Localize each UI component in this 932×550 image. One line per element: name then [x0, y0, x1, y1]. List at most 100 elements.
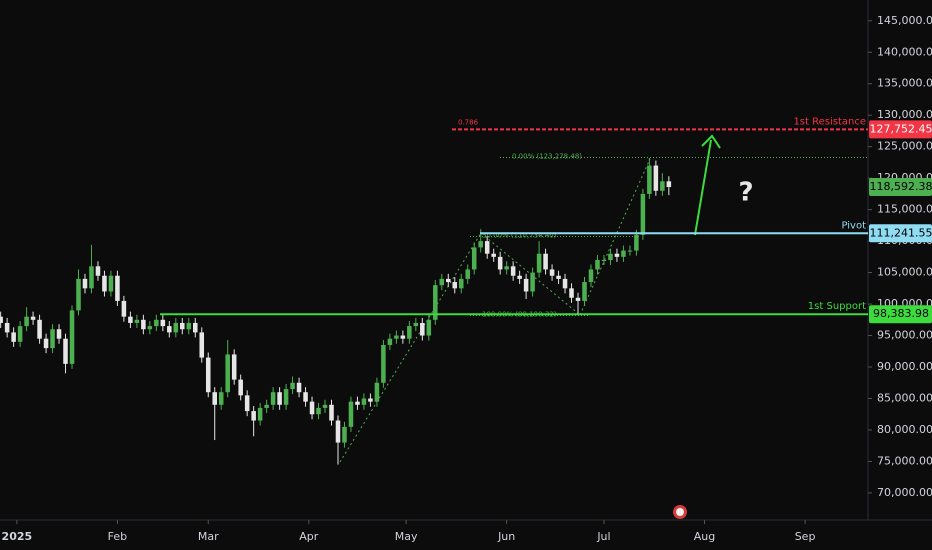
candle-body — [37, 319, 42, 339]
candle-body — [407, 326, 412, 339]
y-tick-label: 130,000.00 — [877, 108, 932, 121]
x-tick-label: Aug — [694, 530, 715, 543]
candle-body — [192, 322, 198, 333]
candle-body — [270, 392, 276, 405]
candle-body — [225, 354, 230, 393]
candle-body — [582, 282, 587, 301]
candle-body — [614, 253, 620, 257]
level-price-box — [869, 305, 932, 324]
candle-body — [316, 407, 321, 415]
level-price-box — [869, 224, 932, 243]
arrow-shaft — [694, 139, 712, 236]
y-tick-label: 145,000.00 — [877, 14, 932, 27]
candle-body — [89, 266, 94, 289]
candle-body — [290, 382, 295, 390]
candle-body — [433, 285, 438, 320]
candle-body — [121, 300, 127, 317]
y-tick-label: 90,000.00 — [877, 360, 932, 373]
candle-body — [212, 392, 217, 405]
fib-level-label: 50.00% (110,734.40) — [482, 231, 557, 239]
y-tick-label: 95,000.00 — [877, 329, 932, 342]
candle-body — [601, 260, 607, 261]
candle-body — [322, 404, 328, 408]
candle-body — [69, 310, 75, 364]
y-tick-label: 115,000.00 — [877, 203, 932, 216]
candle-body — [50, 329, 55, 349]
candle-body — [647, 165, 652, 194]
candle-body — [510, 266, 516, 276]
last-price-box — [869, 178, 932, 197]
y-tick-label: 70,000.00 — [877, 486, 932, 499]
candle-body — [562, 278, 568, 289]
candle-body — [608, 253, 613, 260]
x-tick-label: Feb — [108, 530, 127, 543]
candle-body — [640, 193, 646, 235]
candle-body — [167, 326, 172, 333]
annotation: ? — [738, 178, 753, 208]
icon-inner — [676, 508, 684, 516]
candle-body — [296, 382, 302, 393]
candle-body — [413, 322, 419, 327]
candle-body — [43, 338, 49, 349]
candle-body — [387, 338, 393, 345]
candle-body — [374, 382, 380, 402]
candle-body — [82, 278, 88, 289]
candle-body — [523, 278, 529, 292]
candle-body — [348, 401, 354, 427]
candle-body — [95, 266, 101, 276]
candle-body — [231, 354, 237, 380]
candle-body — [439, 278, 445, 286]
candle-body — [218, 392, 224, 405]
forecast-arrow — [694, 134, 721, 236]
candle-body — [627, 250, 633, 252]
candle-body — [264, 404, 269, 408]
candle-body — [154, 319, 159, 327]
candle-body — [446, 278, 451, 283]
candle-body — [368, 398, 373, 402]
candle-body — [283, 389, 289, 405]
y-tick-label: 105,000.00 — [877, 266, 932, 279]
candle-body — [30, 316, 36, 320]
fib-leg — [480, 232, 581, 316]
candle-body — [569, 288, 574, 298]
level-name: Pivot — [841, 220, 866, 231]
level-price-label: 111,241.55 — [870, 226, 932, 239]
candle-body — [251, 411, 256, 421]
candle-body — [303, 392, 308, 402]
candles — [0, 158, 672, 465]
candle-body — [478, 241, 483, 248]
candle-body — [426, 319, 432, 336]
candle-body — [180, 322, 185, 330]
candle-body — [160, 319, 166, 327]
candle-body — [517, 275, 522, 279]
candle-body — [329, 404, 334, 421]
candle-body — [173, 322, 179, 333]
candle-body — [355, 401, 360, 405]
candle-body — [660, 181, 665, 191]
candle-body — [205, 357, 211, 393]
candle-body — [309, 401, 315, 415]
level-price-box — [869, 120, 932, 139]
x-tick-label: May — [395, 530, 418, 543]
level-price-label: 127,752.45 — [870, 122, 932, 135]
y-tick-label: 80,000.00 — [877, 423, 932, 436]
candle-body — [244, 395, 250, 412]
candle-body — [24, 316, 29, 327]
candle-body — [199, 332, 205, 358]
y-tick-label: 125,000.00 — [877, 140, 932, 153]
candle-body — [452, 282, 458, 289]
events-icon — [673, 505, 687, 519]
candle-body — [134, 319, 140, 323]
candle-body — [400, 335, 406, 339]
candle-body — [381, 344, 386, 383]
candle-body — [277, 392, 282, 405]
y-tick-label: 75,000.00 — [877, 454, 932, 467]
x-tick-label: Mar — [198, 530, 219, 543]
candle-body — [653, 165, 659, 191]
candle-body — [575, 297, 581, 301]
candle-body — [335, 420, 341, 443]
candle-body — [394, 335, 399, 339]
level-price-label: 98,383.98 — [873, 307, 929, 320]
